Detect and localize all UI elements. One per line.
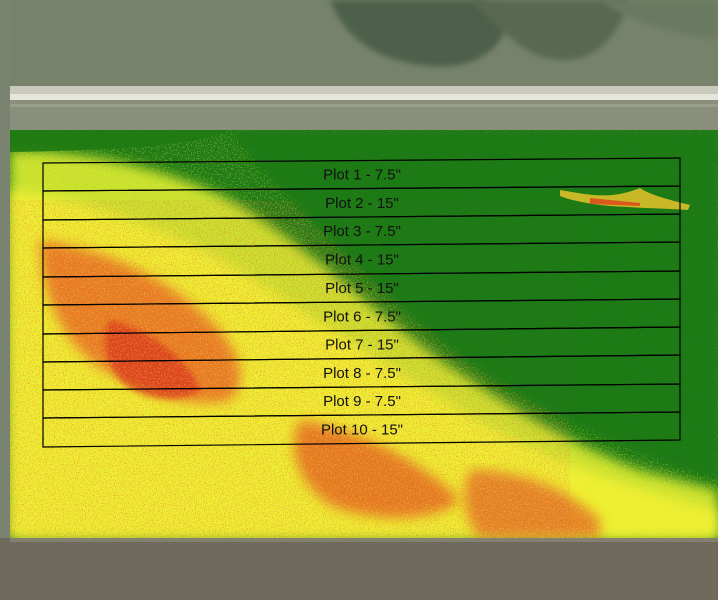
plot-labels: Plot 1 - 7.5" Plot 2 - 15" Plot 3 - 7.5"… [321,167,403,439]
plot-6-label: Plot 6 - 7.5" [323,308,401,325]
plot-5-label: Plot 5 - 15" [325,280,399,297]
plot-10-boundary [42,411,681,448]
plot-8-label: Plot 8 - 7.5" [323,365,401,382]
plot-10-label: Plot 10 - 15" [321,421,403,438]
plot-4-label: Plot 4 - 15" [325,252,399,269]
ndvi-field [10,130,718,538]
plot-boundaries [42,157,681,448]
plot-2-label: Plot 2 - 15" [325,195,399,212]
plot-3-label: Plot 3 - 7.5" [323,223,401,240]
plot-9-label: Plot 9 - 7.5" [323,393,401,410]
aerial-top-strip [0,0,718,130]
plot-7-label: Plot 7 - 15" [325,337,399,354]
plot-1-label: Plot 1 - 7.5" [323,167,401,184]
